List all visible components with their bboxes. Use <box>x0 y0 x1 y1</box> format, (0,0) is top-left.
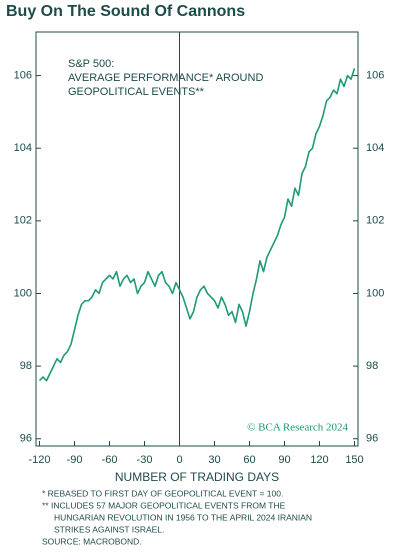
line-series <box>38 68 356 382</box>
y-tick-label: 100 <box>14 287 32 299</box>
y2-tick-label: 100 <box>366 287 384 299</box>
x-axis-label: NUMBER OF TRADING DAYS <box>115 470 279 484</box>
y2-tick-label: 96 <box>366 433 378 445</box>
footnote: ** INCLUDES 57 MAJOR GEOPOLITICAL EVENTS… <box>42 500 286 510</box>
y-tick-label: 102 <box>14 215 32 227</box>
annotation: S&P 500: <box>68 58 114 70</box>
y-tick-label: 104 <box>14 142 32 154</box>
y2-tick-label: 106 <box>366 69 384 81</box>
annotation: AVERAGE PERFORMANCE* AROUND <box>68 72 263 84</box>
y-tick-label: 98 <box>20 360 32 372</box>
x-tick-label: 60 <box>243 454 255 466</box>
x-tick-label: 0 <box>176 454 182 466</box>
y-tick-label: 106 <box>14 69 32 81</box>
x-tick-label: -30 <box>137 454 153 466</box>
x-tick-label: -120 <box>28 454 50 466</box>
y2-tick-label: 102 <box>366 215 384 227</box>
y2-tick-label: 98 <box>366 360 378 372</box>
y-tick-label: 96 <box>20 433 32 445</box>
x-tick-label: 90 <box>278 454 290 466</box>
footnote: * REBASED TO FIRST DAY OF GEOPOLITICAL E… <box>42 488 283 498</box>
x-tick-label: -90 <box>67 454 83 466</box>
x-tick-label: 30 <box>208 454 220 466</box>
watermark: © BCA Research 2024 <box>247 422 348 434</box>
footnote: SOURCE: MACROBOND. <box>42 536 142 546</box>
y2-tick-label: 104 <box>366 142 384 154</box>
x-tick-label: 120 <box>310 454 328 466</box>
x-tick-label: 150 <box>345 454 363 466</box>
footnote: HUNGARIAN REVOLUTION IN 1956 TO THE APRI… <box>54 512 312 522</box>
footnote: STRIKES AGAINST ISRAEL. <box>54 524 164 534</box>
x-tick-label: -60 <box>102 454 118 466</box>
plot-frame <box>35 31 359 447</box>
annotation: GEOPOLITICAL EVENTS** <box>68 86 205 98</box>
chart-title: Buy On The Sound Of Cannons <box>6 3 245 20</box>
